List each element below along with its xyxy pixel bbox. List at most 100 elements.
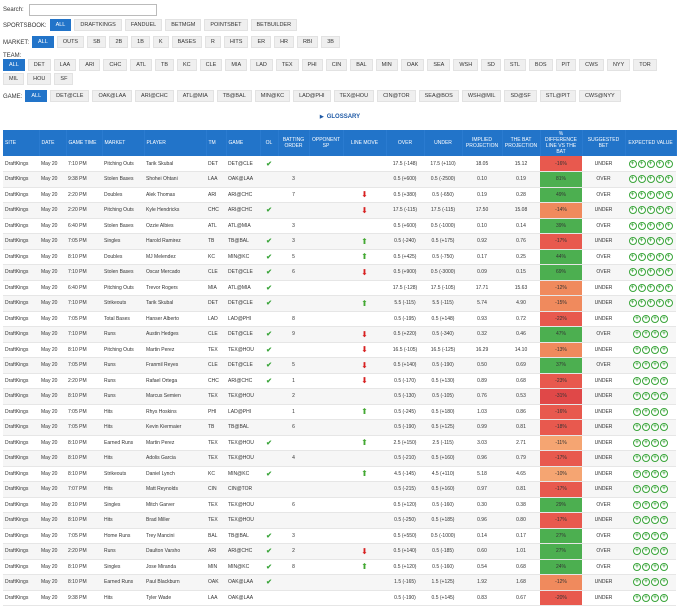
table-row[interactable]: DraftKings May 20 7:10 PM Strikeouts Tarik S… [3,295,676,312]
column-header[interactable]: GAME [226,130,261,156]
table-row[interactable]: DraftKings May 20 2:20 PM Runs Daulton Varsh… [3,543,676,560]
table-row[interactable]: DraftKings May 20 7:05 PM Total Bases Hanser… [3,311,676,327]
column-header[interactable]: OPPONENT SP [309,130,344,156]
table-row[interactable]: DraftKings May 20 7:07 PM Hits Matt Reynolds… [3,481,676,498]
filter-chip-game[interactable]: CIN@TOR [377,90,416,102]
column-header[interactable]: % DIFFERENCE LINE VS THE BAT [540,130,583,156]
filter-chip-market[interactable]: 3B [321,36,340,48]
filter-chip-team[interactable]: BAL [350,59,373,71]
table-row[interactable]: DraftKings May 20 7:10 PM Stolen Bases Oscar… [3,264,676,281]
table-row[interactable]: DraftKings May 20 8:10 PM Doubles MJ Melende… [3,249,676,265]
filter-chip-team[interactable]: DET [27,59,51,71]
table-row[interactable]: DraftKings May 20 7:05 PM Singles Harold Ram… [3,233,676,250]
filter-chip-game[interactable]: ATL@MIA [176,90,214,102]
filter-chip-game[interactable]: ARI@CHC [135,90,174,102]
filter-chip-market[interactable]: K [152,36,169,48]
column-header[interactable]: TM [206,130,227,156]
filter-chip-sportsbook[interactable]: FANDUEL [124,19,163,31]
filter-chip-team[interactable]: PHI [301,59,323,71]
table-row[interactable]: DraftKings May 20 9:38 PM Hits Tyler Wade LAA… [3,590,676,606]
table-row[interactable]: DraftKings May 20 2:20 PM Pitching Outs Kyle… [3,202,676,219]
filter-chip-game[interactable]: LAD@PHI [293,90,331,102]
filter-chip-market[interactable]: R [204,36,221,48]
table-row[interactable]: DraftKings May 20 8:10 PM Hits Adolis Garcia… [3,450,676,467]
filter-chip-team[interactable]: SF [54,73,74,85]
filter-chip-game[interactable]: MIN@KC [254,90,291,102]
column-header[interactable]: UNDER [424,130,463,156]
filter-chip-team[interactable]: CLE [199,59,223,71]
filter-chip-game[interactable]: WSH@MIL [461,90,502,102]
filter-chip-team[interactable]: MIN [375,59,398,71]
filter-chip-team[interactable]: TOR [633,59,657,71]
filter-chip-team[interactable]: NYY [606,59,631,71]
column-header[interactable]: DATE [39,130,67,156]
table-row[interactable]: DraftKings May 20 8:10 PM Singles Jose Miran… [3,559,676,575]
filter-chip-market[interactable]: BASES [171,36,202,48]
table-row[interactable]: DraftKings May 20 8:10 PM Strikeouts Daniel … [3,466,676,482]
filter-chip-team[interactable]: OAK [400,59,425,71]
column-header[interactable]: THE BAT PROJECTION [502,130,541,156]
filter-chip-game[interactable]: DET@CLE [50,90,90,102]
filter-chip-team[interactable]: ATL [130,59,152,71]
table-row[interactable]: DraftKings May 20 7:05 PM Hits Kevin Kiermai… [3,419,676,436]
filter-chip-team[interactable]: SEA [427,59,451,71]
table-row[interactable]: DraftKings May 20 7:10 PM Pitching Outs Tari… [3,156,676,172]
column-header[interactable]: SITE [3,130,40,156]
table-row[interactable]: DraftKings May 20 8:10 PM Earned Runs Martin… [3,435,676,451]
filter-chip-team[interactable]: LAA [53,59,77,71]
table-row[interactable]: DraftKings May 20 2:20 PM Runs Rafael Ortega… [3,373,676,389]
filter-chip-team[interactable]: KC [177,59,197,71]
filter-chip-game[interactable]: SD@SF [504,90,537,102]
column-header[interactable]: OL [260,130,279,156]
table-row[interactable]: DraftKings May 20 8:10 PM Singles Mitch Garv… [3,497,676,513]
filter-chip-market[interactable]: 2B [109,36,129,48]
column-header[interactable]: PLAYER [144,130,207,156]
filter-chip-team[interactable]: CWS [579,59,604,71]
column-header[interactable]: BATTING ORDER [278,130,310,156]
filter-chip-team[interactable]: CIN [325,59,348,71]
filter-chip-team[interactable]: MIA [225,59,248,71]
column-header[interactable]: EXPECTED VALUE [625,130,677,156]
filter-chip-team[interactable]: ARI [79,59,101,71]
filter-chip-sportsbook[interactable]: POINTSBET [204,19,248,31]
table-row[interactable]: DraftKings May 20 6:40 PM Stolen Bases Ozzie… [3,218,676,234]
filter-chip-market[interactable]: HITS [223,36,249,48]
table-row[interactable]: DraftKings May 20 8:10 PM Pitching Outs Mart… [3,342,676,358]
table-row[interactable]: DraftKings May 20 8:10 PM Earned Runs Paul B… [3,574,676,591]
filter-chip-sportsbook[interactable]: BETMGM [165,19,202,31]
table-row[interactable]: DraftKings May 20 8:10 PM Hits Brad Miller TE… [3,512,676,529]
column-header[interactable]: SUGGESTED BET [582,130,626,156]
filter-chip-sportsbook[interactable]: DRAFTKINGS [74,19,122,31]
table-row[interactable]: DraftKings May 20 7:05 PM Hits Rhys Hoskins P… [3,404,676,420]
table-row[interactable]: DraftKings May 20 7:05 PM Runs Franmil Reyes… [3,357,676,374]
table-row[interactable]: DraftKings May 20 9:38 PM Stolen Bases Shohe… [3,171,676,188]
filter-chip-team[interactable]: WSH [453,59,479,71]
filter-chip-market[interactable]: 1B [131,36,150,48]
filter-chip-game[interactable]: ALL [25,90,48,102]
filter-chip-game[interactable]: TB@BAL [216,90,252,102]
filter-chip-team[interactable]: TB [154,59,175,71]
column-header[interactable]: IMPLIED PROJECTION [462,130,503,156]
column-header[interactable]: MARKET [102,130,145,156]
table-row[interactable]: DraftKings May 20 2:20 PM Doubles Alek Thoma… [3,187,676,203]
filter-chip-market[interactable]: ER [251,36,272,48]
filter-chip-market[interactable]: RBI [297,36,319,48]
filter-chip-team[interactable]: TEX [275,59,299,71]
filter-chip-team[interactable]: PIT [555,59,577,71]
filter-chip-team[interactable]: LAD [250,59,273,71]
filter-chip-market[interactable]: OUTS [56,36,85,48]
filter-chip-team[interactable]: SD [481,59,501,71]
filter-chip-team[interactable]: BOS [528,59,553,71]
search-input[interactable] [28,4,157,16]
table-row[interactable]: DraftKings May 20 7:10 PM Runs Austin Hedges… [3,326,676,343]
filter-chip-team[interactable]: MIL [3,73,25,85]
filter-chip-game[interactable]: SEA@BOS [418,90,459,102]
table-row[interactable]: DraftKings May 20 7:05 PM Home Runs Trey Man… [3,528,676,544]
filter-chip-game[interactable]: CWS@NYY [578,90,621,102]
filter-chip-game[interactable]: STL@PIT [539,90,576,102]
filter-chip-sportsbook[interactable]: BETBUILDER [250,19,298,31]
filter-chip-game[interactable]: OAK@LAA [92,90,133,102]
column-header[interactable]: GAME TIME [66,130,103,156]
table-row[interactable]: DraftKings May 20 6:40 PM Pitching Outs Trev… [3,280,676,296]
filter-chip-team[interactable]: CHC [103,59,128,71]
